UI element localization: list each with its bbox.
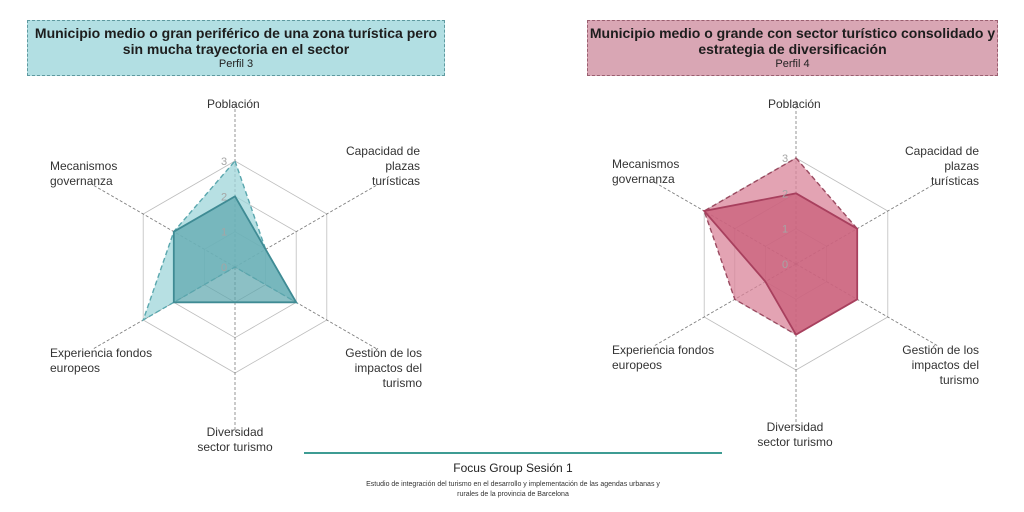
axis-label-poblacion: Población xyxy=(768,97,821,111)
axis-label-diversidad: Diversidad sector turismo xyxy=(757,420,833,449)
footer-title: Focus Group Sesión 1 xyxy=(453,461,573,475)
tick-label: 3 xyxy=(782,153,788,165)
tick-label: 2 xyxy=(221,191,227,203)
axis-label-experiencia: Experiencia fondos europeos xyxy=(612,343,715,372)
axis-label-capacidad: Capacidad de plazas turísticas xyxy=(904,144,979,188)
axis-label-mecanismos: Mecanismos governanza xyxy=(612,157,680,186)
axis-label-mecanismos: Mecanismos governanza xyxy=(50,159,118,188)
chart-title: Municipio medio o gran periférico de una… xyxy=(34,25,438,57)
axis-label-gestion: Gestión de los impactos del turismo xyxy=(902,343,979,387)
series-area xyxy=(172,195,298,304)
chart-subtitle: Perfil 3 xyxy=(218,58,254,70)
tick-label: 1 xyxy=(782,224,788,236)
tick-label: 3 xyxy=(221,156,227,168)
axis-label-capacidad: Capacidad de plazas turísticas xyxy=(345,144,420,188)
tick-label: 1 xyxy=(221,227,227,239)
axis-label-experiencia: Experiencia fondos europeos xyxy=(50,346,153,375)
chart-title: Municipio medio o grande con sector turí… xyxy=(589,25,996,57)
profile-3-title-box: Municipio medio o gran periférico de una… xyxy=(27,20,445,76)
chart-subtitle: Perfil 4 xyxy=(775,58,810,70)
footer-subtitle-line: rurales de la provincia de Barcelona xyxy=(457,491,569,498)
footer-subtitle: Estudio de integración del turismo en el… xyxy=(304,480,722,500)
axis-label-poblacion: Población xyxy=(207,97,260,111)
tick-label: 2 xyxy=(782,188,788,200)
footer-subtitle-line: Estudio de integración del turismo en el… xyxy=(366,481,660,488)
axis-label-diversidad: Diversidad sector turismo xyxy=(197,425,273,454)
tick-label: 0 xyxy=(782,259,788,271)
footer-divider xyxy=(304,452,722,454)
profile-4-title-box: Municipio medio o grande con sector turí… xyxy=(587,20,998,76)
tick-label: 0 xyxy=(221,262,227,274)
series-area xyxy=(702,192,859,336)
axis-label-gestion: Gestión de los impactos del turismo xyxy=(345,346,422,390)
